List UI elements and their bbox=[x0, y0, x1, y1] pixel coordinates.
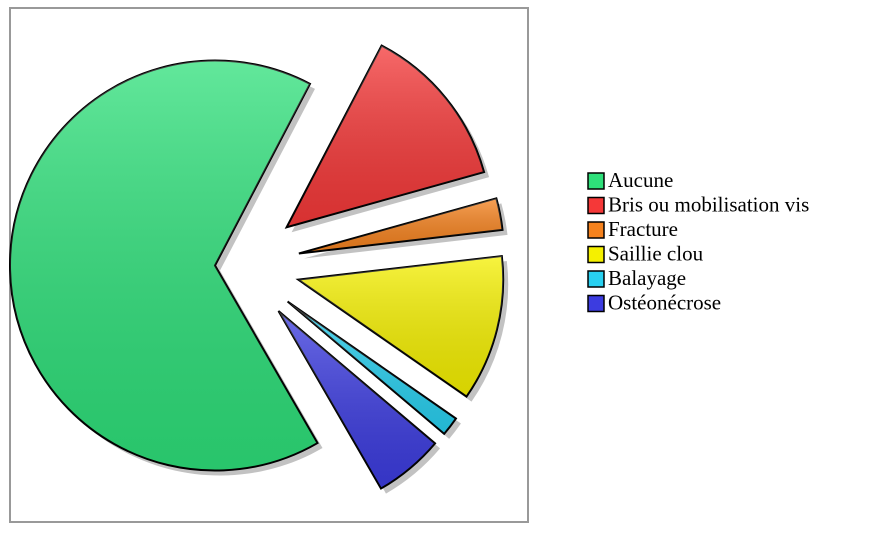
legend-swatch bbox=[587, 270, 605, 288]
legend-label: Fracture bbox=[608, 217, 678, 241]
legend-swatch bbox=[587, 196, 605, 215]
legend-label: Ostéonécrose bbox=[608, 290, 721, 314]
slices bbox=[9, 44, 509, 494]
slice-shine bbox=[10, 60, 318, 471]
legend-swatch bbox=[587, 221, 605, 239]
legend-label: Balayage bbox=[608, 266, 686, 290]
slice-shine bbox=[278, 311, 436, 489]
legend-swatch bbox=[587, 294, 605, 313]
legend-label: Saillie clou bbox=[608, 241, 704, 265]
legend-swatch bbox=[587, 172, 605, 190]
legend-label: Bris ou mobilisation vis bbox=[608, 192, 809, 216]
slice-shine bbox=[287, 301, 456, 434]
slice-shine bbox=[286, 45, 485, 228]
legend-swatch bbox=[587, 245, 605, 264]
slice-shine bbox=[298, 256, 504, 397]
legend-label: Aucune bbox=[608, 168, 673, 192]
slice-shine bbox=[298, 198, 503, 254]
